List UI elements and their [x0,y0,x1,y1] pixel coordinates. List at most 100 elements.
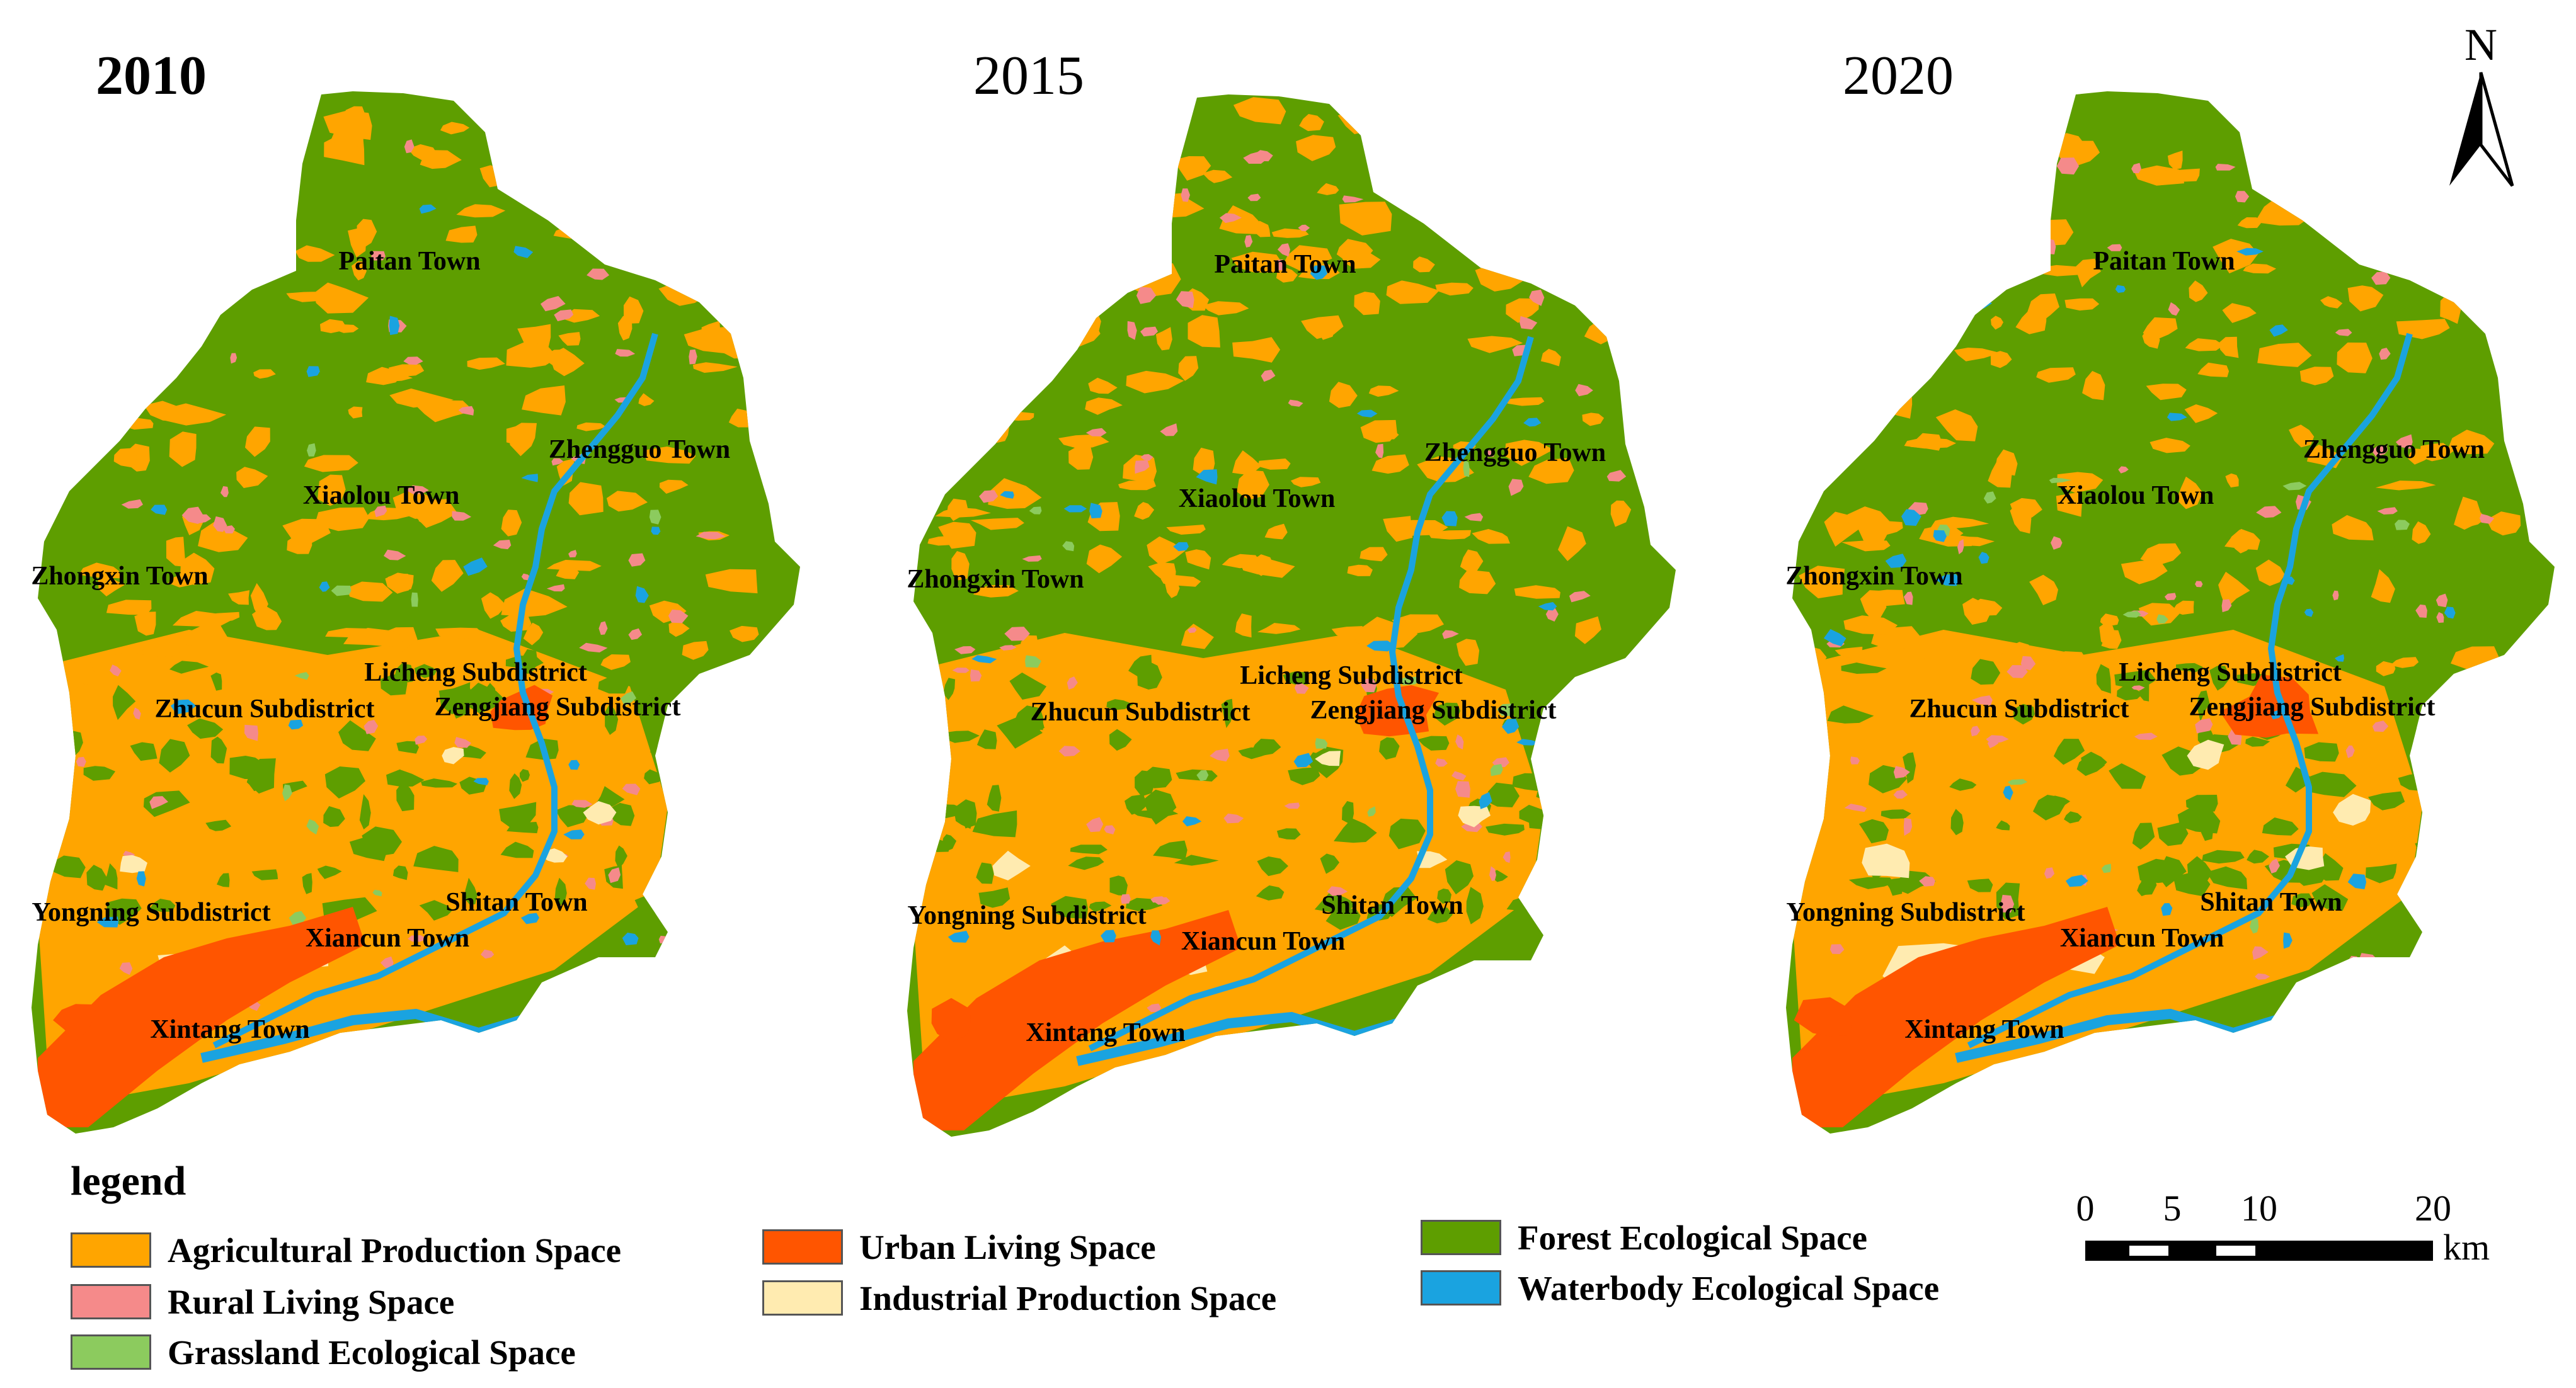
agricultural-patch [724,106,783,125]
agricultural-patch [1843,615,1898,635]
rural-patch [452,511,472,521]
agricultural-patch [66,661,95,685]
forest-patch [1848,877,1895,889]
forest-patch [465,877,478,905]
water-patch [568,759,580,770]
forest-patch [1276,828,1301,840]
forest-patch [210,672,222,691]
agricultural-patch [1972,152,1991,163]
agricultural-patch [2064,298,2100,311]
panel-title-2010: 2010 [96,45,207,106]
agricultural-patch [2299,187,2355,219]
agricultural-patch [1914,106,1961,144]
agricultural-patch [1456,639,1480,666]
forest-patch [2200,818,2214,841]
forest-patch [1334,818,1377,843]
agricultural-patch [668,620,690,637]
agricultural-patch [692,362,738,373]
forest-patch [2096,664,2111,694]
agricultural-patch [351,261,367,281]
water-patch [1538,602,1557,611]
rural-patch [735,981,758,995]
rural-patch [110,664,122,677]
forest-patch [500,841,534,858]
agricultural-patch [1383,516,1413,542]
agricultural-patch [1118,480,1156,491]
rural-patch [1136,287,1157,304]
agricultural-patch [314,282,369,314]
rural-patch [2195,581,2203,588]
agricultural-patch [2305,129,2341,143]
agricultural-patch [1610,500,1632,527]
rural-patch [2478,894,2498,906]
forest-patch [104,863,118,890]
forest-patch [419,900,453,921]
rural-patch [628,553,646,567]
rural-patch [2044,867,2055,879]
rural-patch [1140,326,1158,337]
agricultural-patch [581,113,614,123]
rural-patch [1176,291,1194,309]
rural-patch [2405,986,2413,998]
grassland-patch [294,672,309,680]
rural-patch [628,628,643,640]
rural-patch [493,540,512,550]
agricultural-patch [59,236,97,264]
agricultural-patch [1600,210,1622,237]
agricultural-patch [527,111,588,138]
rural-patch [1274,259,1286,271]
agricultural-patch [106,600,152,615]
forest-patch [159,739,190,773]
forest-patch [2415,839,2442,867]
agricultural-patch [1467,336,1523,353]
rural-patch [2131,162,2141,174]
forest-patch [2076,756,2105,776]
industrial-patch [1458,805,1491,828]
forest-patch [359,794,371,830]
scale-tick-0: 0 [2076,1188,2095,1229]
forest-patch [1485,782,1520,807]
legend-label: Rural Living Space [168,1282,455,1321]
forest-patch [1109,875,1128,896]
water-patch [1823,629,1846,647]
agricultural-patch [1271,228,1309,238]
agricultural-patch [1185,549,1211,570]
agricultural-patch [558,332,581,346]
forest-patch [2311,884,2349,911]
agricultural-patch [1786,372,1829,386]
agricultural-patch [1584,126,1623,152]
rural-patch [992,328,1010,341]
rural-patch [545,161,556,171]
forest-patch [349,836,388,862]
water-patch [622,932,639,945]
agricultural-patch [2121,559,2168,584]
grassland-patch [2395,520,2410,530]
agricultural-patch [197,273,227,285]
rural-patch [1243,151,1269,164]
forest-patch [1382,887,1417,918]
legend-item: Waterbody Ecological Space [1421,1266,1939,1310]
legend-item: Industrial Production Space [762,1276,1276,1320]
forest-patch [644,769,665,785]
rural-patch [1464,513,1484,521]
grassland-patch [2156,614,2168,624]
forest-patch [2413,739,2452,768]
water-patch [2282,576,2295,585]
agricultural-patch [271,121,306,137]
rural-patch [1067,676,1078,690]
scale-tick-20: 20 [2415,1188,2451,1229]
rural-patch [655,188,665,202]
industrial-patch [992,850,1031,880]
rural-patch [1181,188,1190,202]
agricultural-patch [1959,263,2001,282]
agricultural-patch [2100,613,2119,627]
agricultural-patch [1459,569,1496,594]
rural-patch [2371,445,2388,457]
agricultural-patch [198,520,248,552]
water-patch [1000,491,1014,499]
rural-patch [696,532,726,540]
forest-patch [1342,801,1354,823]
agricultural-patch [1126,370,1184,394]
town-label: Xiancun Town [2060,924,2224,953]
forest-patch [459,745,486,759]
